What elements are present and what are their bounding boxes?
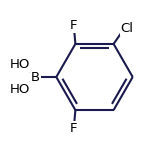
Text: HO: HO (10, 83, 31, 96)
Text: F: F (70, 19, 78, 32)
Text: Cl: Cl (121, 22, 134, 35)
Text: F: F (70, 122, 78, 135)
Text: B: B (31, 71, 40, 83)
Text: HO: HO (10, 58, 31, 71)
